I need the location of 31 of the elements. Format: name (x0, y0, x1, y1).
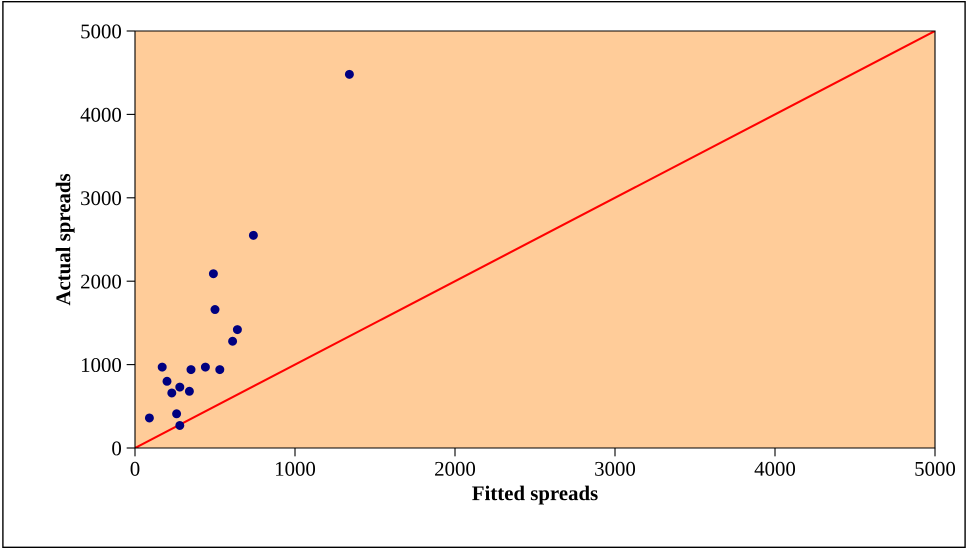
y-tick-label: 5000 (81, 24, 122, 38)
point (158, 362, 167, 372)
y-tick-label: 1000 (82, 358, 122, 372)
x-tick-label: 3000 (595, 462, 636, 476)
y-axis-title: Actual spreads (56, 174, 75, 306)
point (162, 376, 172, 386)
y-tick-label: 0 (112, 441, 122, 456)
point (208, 269, 218, 278)
point (215, 365, 224, 374)
point (232, 325, 242, 334)
y-tick-label: 2000 (81, 274, 122, 289)
point (200, 362, 210, 372)
point (228, 336, 238, 346)
x-tick-label: 5000 (915, 462, 956, 476)
point (175, 382, 184, 392)
y-tick-label: 3000 (81, 191, 122, 206)
point (344, 70, 354, 79)
y-tick-label: 4000 (80, 108, 122, 122)
x-tick-label: 4000 (754, 462, 796, 476)
point (167, 388, 176, 398)
point (248, 230, 258, 240)
point (186, 365, 196, 374)
x-tick-label: 1000 (276, 462, 316, 476)
point (144, 413, 154, 422)
point (172, 409, 182, 418)
x-tick-label: 2000 (435, 462, 476, 476)
point (210, 305, 220, 314)
point (184, 386, 194, 396)
point (175, 420, 184, 430)
x-axis-title: Fitted spreads (472, 486, 598, 505)
x-tick-label: 0 (130, 462, 140, 476)
